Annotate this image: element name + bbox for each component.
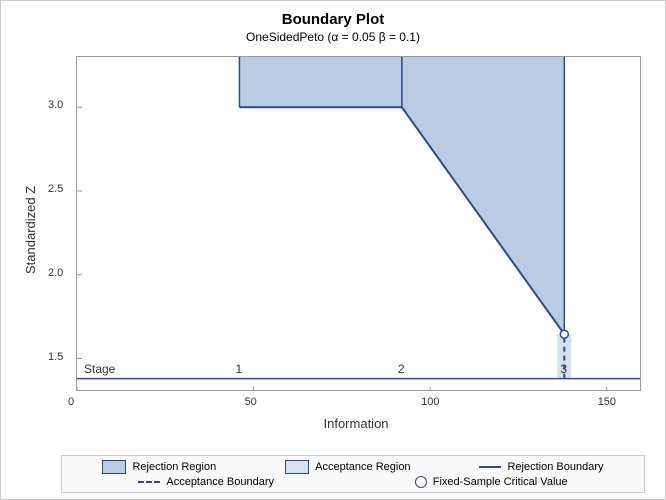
x-tick-label: 100 [421, 396, 439, 408]
y-tick-label: 1.5 [48, 351, 63, 363]
legend: Rejection Region Acceptance Region Rejecti… [61, 455, 645, 493]
y-tick-label: 2.0 [48, 267, 63, 279]
legend-label: Fixed-Sample Critical Value [433, 476, 568, 488]
chart-subtitle: OneSidedPeto (α = 0.05 β = 0.1) [1, 28, 665, 44]
stage-number: 1 [235, 362, 242, 376]
y-tick-label: 2.5 [48, 183, 63, 195]
plot-area [76, 56, 641, 391]
legend-line [479, 466, 501, 468]
legend-label: Acceptance Boundary [166, 476, 274, 488]
legend-item: Rejection Region [102, 460, 216, 474]
legend-label: Acceptance Region [315, 461, 410, 473]
legend-item: Acceptance Region [285, 460, 410, 474]
legend-item: Acceptance Boundary [138, 476, 274, 488]
legend-circle [415, 476, 427, 488]
y-axis-label: Standardized Z [23, 185, 38, 273]
stage-label-text: Stage [84, 362, 115, 376]
legend-row: Rejection Region Acceptance Region Rejecti… [68, 459, 638, 475]
x-tick-label: 50 [245, 396, 257, 408]
x-axis-label: Information [324, 416, 389, 431]
legend-swatch [102, 460, 126, 474]
legend-line [138, 481, 160, 483]
x-tick-label: 150 [598, 396, 616, 408]
y-tick-label: 3.0 [48, 99, 63, 111]
x-tick-label: 0 [68, 396, 74, 408]
legend-item: Fixed-Sample Critical Value [415, 476, 568, 488]
legend-label: Rejection Region [132, 461, 216, 473]
legend-label: Rejection Boundary [507, 461, 603, 473]
stage-number: 3 [560, 362, 567, 376]
fixed-sample-marker [560, 330, 568, 338]
chart-title: Boundary Plot [1, 1, 665, 28]
chart-container: Boundary Plot OneSidedPeto (α = 0.05 β =… [0, 0, 666, 500]
legend-row: Acceptance Boundary Fixed-Sample Critical… [68, 475, 638, 489]
legend-item: Rejection Boundary [479, 461, 603, 473]
stage-number: 2 [398, 362, 405, 376]
legend-swatch [285, 460, 309, 474]
plot-svg [77, 57, 640, 390]
